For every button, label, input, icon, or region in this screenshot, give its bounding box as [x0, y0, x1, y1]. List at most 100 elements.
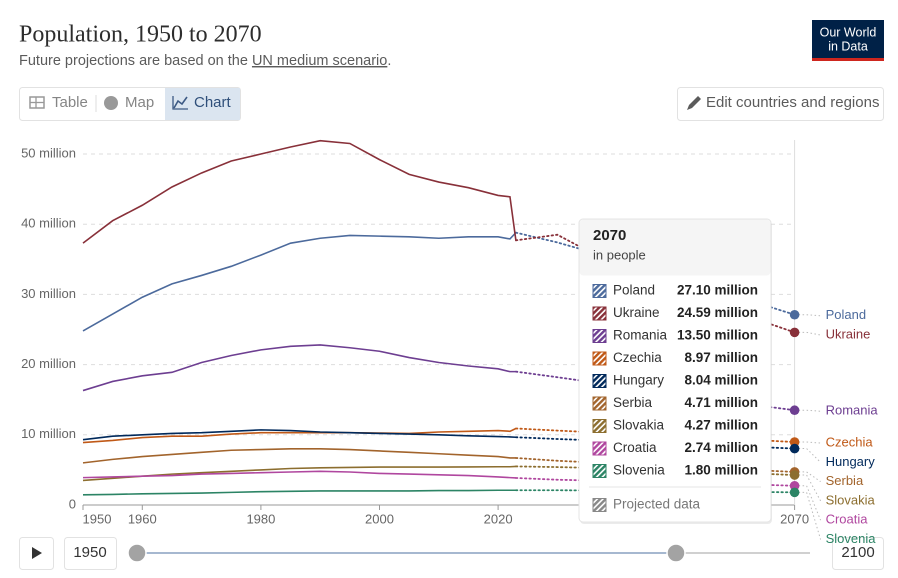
subtitle-link[interactable]: UN medium scenario — [252, 53, 387, 69]
subtitle-text: . — [387, 53, 391, 69]
tooltip-swatch — [592, 284, 607, 298]
tooltip-header-bg — [579, 219, 771, 276]
logo-text: in Data — [828, 39, 868, 53]
icon-chart — [173, 96, 188, 109]
tooltip-value: 4.27 million — [684, 418, 758, 433]
tooltip-swatch — [592, 419, 607, 433]
tooltip-value: 8.97 million — [684, 350, 758, 365]
y-tick-label: 50 million — [21, 145, 76, 160]
tooltip-value: 27.10 million — [677, 283, 758, 298]
timeline-start: 1950 — [73, 544, 106, 561]
tab-label: Map — [125, 94, 154, 111]
logo-text: Our World — [820, 25, 877, 39]
end-point — [789, 480, 800, 491]
icon-play — [32, 547, 42, 559]
tooltip-series-name: Romania — [613, 328, 668, 343]
tooltip-swatch — [592, 464, 607, 478]
tooltip-value: 8.04 million — [684, 373, 758, 388]
logo-bg — [812, 20, 884, 61]
tab-label: Table — [52, 94, 88, 111]
timeline-end: 2100 — [841, 544, 874, 561]
tooltip-value: 2.74 million — [684, 440, 758, 455]
x-tick-label: 2020 — [484, 511, 513, 526]
series-line — [82, 232, 517, 332]
series-label: Hungary — [826, 454, 876, 469]
series-label: Serbia — [826, 473, 864, 488]
subtitle: Future projections are based on the UN m… — [19, 53, 391, 69]
series-line — [82, 344, 516, 392]
tooltip-value: 13.50 million — [677, 328, 758, 343]
series-line — [82, 470, 516, 479]
tooltip-series-name: Croatia — [613, 440, 657, 455]
tooltip-series-name: Slovakia — [613, 418, 665, 433]
tooltip-value: 1.80 million — [684, 463, 758, 478]
tooltip-series-name: Ukraine — [613, 305, 660, 320]
tooltip-value: 4.71 million — [684, 395, 758, 410]
tooltip-bg — [578, 218, 772, 523]
tab-table[interactable]: Table — [29, 94, 88, 111]
tooltip: 2070 in people Poland 27.10 million Ukraine 2… — [578, 218, 772, 524]
end-point — [789, 470, 800, 480]
end-point — [789, 487, 800, 498]
edit-button[interactable]: Edit countries and regions — [677, 87, 884, 121]
icon-globe — [104, 96, 118, 110]
series-label: Slovakia — [826, 492, 876, 507]
icon-chart — [172, 96, 188, 110]
play-button[interactable] — [19, 537, 54, 570]
series-line — [82, 448, 516, 464]
series-line — [82, 489, 516, 496]
end-point — [789, 405, 800, 416]
tooltip-swatch — [592, 374, 607, 388]
tooltip-series-name: Serbia — [613, 395, 653, 410]
tooltip-title: 2070 — [593, 227, 626, 244]
tooltip-swatch — [592, 441, 607, 456]
tab-active-bg — [165, 88, 240, 120]
series-label: Slovenia — [826, 531, 877, 546]
series-line — [82, 429, 516, 441]
tooltip-series-name: Hungary — [613, 373, 664, 388]
tooltip-value: 24.59 million — [677, 305, 758, 320]
series-label: Romania — [826, 403, 879, 418]
tooltip-series-name: Poland — [613, 283, 655, 298]
series-label: Czechia — [826, 434, 874, 449]
y-tick-label: 0 — [69, 496, 76, 511]
slider-handle[interactable] — [127, 543, 147, 563]
timeline-end-box[interactable] — [832, 537, 884, 570]
icon-pencil — [687, 96, 701, 110]
x-tick-label: 1960 — [128, 511, 157, 526]
tooltip-subtitle: in people — [593, 247, 646, 262]
tab-chart[interactable]: Chart — [172, 94, 232, 111]
x-tick-label: 1980 — [246, 511, 275, 526]
tab-map[interactable]: Map — [104, 94, 154, 111]
tab-label: Chart — [194, 94, 232, 111]
y-tick-label: 40 million — [21, 216, 76, 231]
logo-bar — [812, 58, 884, 61]
tooltip-series-name: Czechia — [613, 350, 662, 365]
y-tick-label: 20 million — [21, 356, 76, 371]
y-tick-label: 10 million — [21, 426, 76, 441]
tooltip-swatch — [592, 498, 607, 512]
logo[interactable]: Our World in Data — [812, 20, 884, 61]
tooltip-series-name: Slovenia — [613, 463, 665, 478]
tooltip-swatch — [592, 351, 607, 366]
series-label: Ukraine — [826, 326, 871, 341]
timeline-start-box[interactable] — [64, 537, 117, 570]
end-point — [789, 309, 800, 320]
title: Population, 1950 to 2070 — [19, 22, 262, 48]
tooltip-swatch — [592, 306, 607, 321]
series-line — [82, 139, 517, 244]
edit-button-bg — [677, 87, 884, 121]
end-point — [789, 327, 800, 338]
x-tick-label: 2070 — [780, 511, 809, 526]
end-point — [789, 443, 800, 454]
x-tick-label: 1950 — [83, 511, 112, 526]
series-label: Poland — [826, 307, 866, 322]
tooltip-swatch — [592, 396, 607, 411]
tooltip-footer: Projected data — [613, 497, 701, 512]
y-tick-label: 30 million — [21, 286, 76, 301]
subtitle-text: Future projections are based on the — [19, 53, 252, 69]
x-tick-label: 2000 — [365, 511, 394, 526]
slider-handle[interactable] — [666, 543, 686, 563]
series-line — [82, 465, 516, 482]
